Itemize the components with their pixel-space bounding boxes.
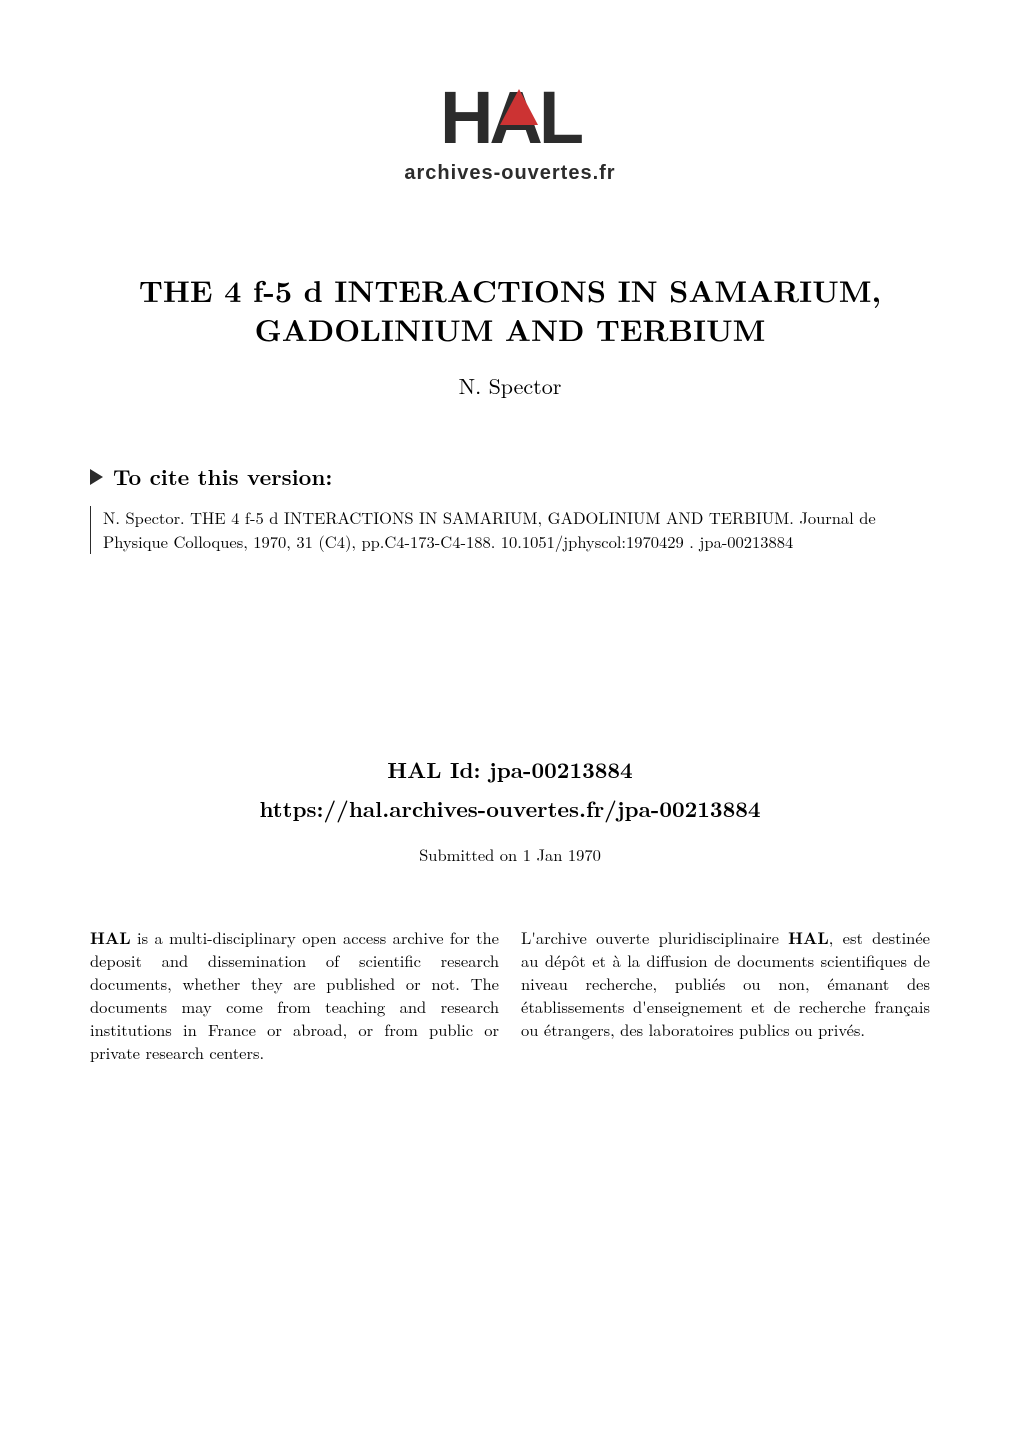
description-left-text: is a multi-disciplinary open access arch… [90,925,499,1064]
hal-logo-block: HAL archives-ouvertes.fr [90,75,930,185]
logo-subtitle: archives-ouvertes.fr [404,162,615,185]
logo-triangle-icon [500,89,538,125]
description-right-pre: L'archive ouverte pluridisciplinaire [521,925,788,949]
description-columns: HAL is a multi-disciplinary open access … [90,926,930,1065]
hal-url[interactable]: https://hal.archives-ouvertes.fr/jpa-002… [90,793,930,824]
hal-bold-left: HAL [90,925,131,949]
cite-title: To cite this version: [113,461,332,492]
logo-text: HAL [404,75,615,160]
paper-title-line1: THE 4 f-5 d INTERACTIONS IN SAMARIUM, [90,270,930,309]
cite-header: To cite this version: [90,461,930,492]
description-right-column: L'archive ouverte pluridisciplinaire HAL… [521,926,930,1065]
paper-title-line2: GADOLINIUM AND TERBIUM [90,309,930,348]
citation-text: N. Spector. THE 4 f-5 d INTERACTIONS IN … [90,506,930,554]
hal-id-value: jpa-00213884 [489,754,633,785]
hal-id-label: HAL Id: [387,754,480,785]
description-left-column: HAL is a multi-disciplinary open access … [90,926,499,1065]
arrow-right-icon [90,469,103,485]
paper-author: N. Spector [90,370,930,401]
hal-id-line: HAL Id: jpa-00213884 [90,754,930,785]
submitted-date: Submitted on 1 Jan 1970 [90,842,930,866]
hal-bold-right: HAL [788,925,829,949]
hal-logo: HAL archives-ouvertes.fr [404,75,615,185]
paper-title: THE 4 f-5 d INTERACTIONS IN SAMARIUM, GA… [90,270,930,348]
